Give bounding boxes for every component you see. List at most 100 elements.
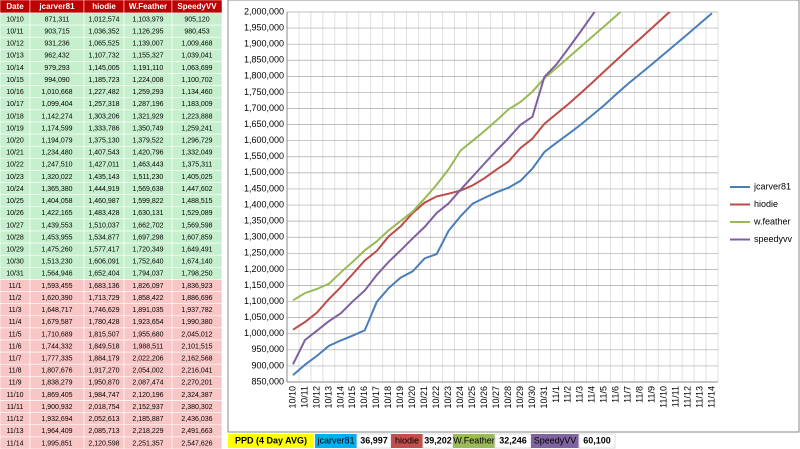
cell-text: 1,247,510 bbox=[41, 162, 72, 169]
cell-text: 2,045,012 bbox=[181, 331, 212, 338]
y-tick-label: 1,650,000 bbox=[244, 119, 284, 129]
footer-label: PPD (4 Day AVG) bbox=[235, 435, 307, 445]
date-text: 11/2 bbox=[8, 295, 21, 302]
cell-text: 2,152,937 bbox=[132, 404, 163, 411]
x-tick-label: 10/11 bbox=[299, 386, 309, 408]
x-tick-label: 11/14 bbox=[706, 386, 716, 408]
date-text: 10/24 bbox=[6, 186, 24, 193]
date-text: 11/7 bbox=[8, 356, 21, 363]
date-text: 10/27 bbox=[6, 222, 24, 229]
cell-text: 1,139,007 bbox=[132, 41, 163, 48]
series-line bbox=[292, 12, 596, 365]
cell-text: 994,090 bbox=[44, 77, 69, 84]
footer-name: W.Feather bbox=[453, 435, 495, 445]
date-text: 10/20 bbox=[6, 138, 24, 145]
date-text: 10/17 bbox=[6, 101, 24, 108]
cell-text: 1,891,035 bbox=[132, 307, 163, 314]
y-tick-label: 1,300,000 bbox=[244, 232, 284, 242]
y-tick-label: 950,000 bbox=[251, 344, 284, 354]
cell-text: 1,569,598 bbox=[181, 222, 212, 229]
cell-text: 2,052,613 bbox=[88, 416, 119, 423]
cell-text: 1,529,089 bbox=[181, 210, 212, 217]
cell-text: 1,427,011 bbox=[89, 162, 120, 169]
cell-text: 1,964,409 bbox=[41, 428, 72, 435]
cell-text: 1,836,923 bbox=[181, 283, 212, 290]
cell-text: 1,435,143 bbox=[88, 174, 119, 181]
cell-text: 903,715 bbox=[44, 29, 69, 36]
cell-text: 962,432 bbox=[44, 53, 69, 60]
y-tick-label: 1,900,000 bbox=[244, 39, 284, 49]
cell-text: 1,923,654 bbox=[132, 319, 163, 326]
cell-text: 1,511,230 bbox=[133, 174, 164, 181]
cell-text: 1,320,022 bbox=[41, 174, 72, 181]
header-text: W.Feather bbox=[129, 2, 167, 11]
cell-text: 1,333,786 bbox=[88, 125, 119, 132]
cell-text: 1,697,298 bbox=[132, 234, 163, 241]
y-tick-label: 1,700,000 bbox=[244, 103, 284, 113]
cell-text: 1,620,390 bbox=[41, 295, 72, 302]
cell-text: 1,826,097 bbox=[132, 283, 163, 290]
cell-text: 1,009,468 bbox=[181, 41, 212, 48]
cell-text: 1,798,250 bbox=[181, 271, 212, 278]
cell-text: 1,191,110 bbox=[133, 65, 164, 72]
cell-text: 1,234,480 bbox=[41, 150, 72, 157]
date-text: 10/10 bbox=[6, 16, 24, 23]
cell-text: 2,491,663 bbox=[181, 428, 212, 435]
footer-value: 36,997 bbox=[360, 435, 388, 445]
cell-text: 1,849,518 bbox=[88, 343, 119, 350]
footer-value: 60,100 bbox=[583, 435, 611, 445]
date-text: 10/29 bbox=[6, 247, 24, 254]
x-tick-label: 10/17 bbox=[371, 386, 381, 409]
cell-text: 931,236 bbox=[44, 41, 69, 48]
cell-text: 1,463,443 bbox=[132, 162, 163, 169]
footer-name: hiodie bbox=[395, 435, 419, 445]
date-text: 11/13 bbox=[7, 428, 24, 435]
x-tick-label: 11/1 bbox=[551, 386, 561, 403]
cell-text: 1,224,008 bbox=[132, 77, 163, 84]
date-text: 10/15 bbox=[6, 77, 24, 84]
cell-text: 1,065,525 bbox=[88, 41, 119, 48]
cell-text: 1,483,428 bbox=[88, 210, 119, 217]
cell-text: 1,420,796 bbox=[132, 150, 163, 157]
cell-text: 2,162,568 bbox=[181, 356, 212, 363]
cell-text: 1,405,025 bbox=[181, 174, 212, 181]
cell-text: 1,404,058 bbox=[41, 198, 72, 205]
cell-text: 1,713,729 bbox=[88, 295, 119, 302]
x-tick-label: 10/23 bbox=[443, 386, 453, 409]
date-text: 10/12 bbox=[6, 41, 24, 48]
cell-text: 1,063,699 bbox=[181, 65, 212, 72]
cell-text: 1,010,668 bbox=[41, 89, 72, 96]
cell-text: 1,475,260 bbox=[41, 247, 72, 254]
cell-text: 1,649,491 bbox=[181, 247, 212, 254]
x-tick-label: 10/22 bbox=[431, 386, 441, 409]
cell-text: 1,599,822 bbox=[132, 198, 163, 205]
cell-text: 1,932,694 bbox=[41, 416, 72, 423]
cell-text: 1,259,241 bbox=[181, 125, 212, 132]
x-tick-label: 11/12 bbox=[682, 386, 692, 408]
footer-name: jcarver81 bbox=[316, 435, 354, 445]
x-tick-label: 10/16 bbox=[359, 386, 369, 409]
cell-text: 980,453 bbox=[184, 29, 209, 36]
y-tick-label: 1,750,000 bbox=[244, 87, 284, 97]
cell-text: 1,752,640 bbox=[132, 259, 163, 266]
cell-text: 1,794,037 bbox=[132, 271, 163, 278]
cell-text: 1,884,179 bbox=[88, 356, 119, 363]
cell-text: 1,375,311 bbox=[182, 162, 213, 169]
cell-text: 2,251,357 bbox=[132, 440, 163, 447]
cell-text: 979,293 bbox=[44, 65, 69, 72]
x-tick-label: 11/7 bbox=[623, 386, 633, 403]
cell-text: 905,120 bbox=[184, 16, 209, 23]
cell-text: 1,569,638 bbox=[132, 186, 163, 193]
footer-label-cell bbox=[228, 434, 314, 448]
cell-text: 1,807,676 bbox=[41, 368, 72, 375]
cell-text: 1,365,380 bbox=[41, 186, 72, 193]
y-tick-label: 1,850,000 bbox=[244, 55, 284, 65]
cell-text: 1,036,352 bbox=[88, 29, 119, 36]
y-tick-label: 1,550,000 bbox=[244, 151, 284, 161]
cell-text: 1,648,717 bbox=[41, 307, 72, 314]
x-tick-label: 11/8 bbox=[635, 386, 645, 403]
y-tick-label: 1,600,000 bbox=[244, 135, 284, 145]
cell-text: 1,103,979 bbox=[132, 16, 163, 23]
x-tick-label: 10/21 bbox=[419, 386, 429, 409]
x-tick-label: 10/12 bbox=[311, 386, 321, 409]
